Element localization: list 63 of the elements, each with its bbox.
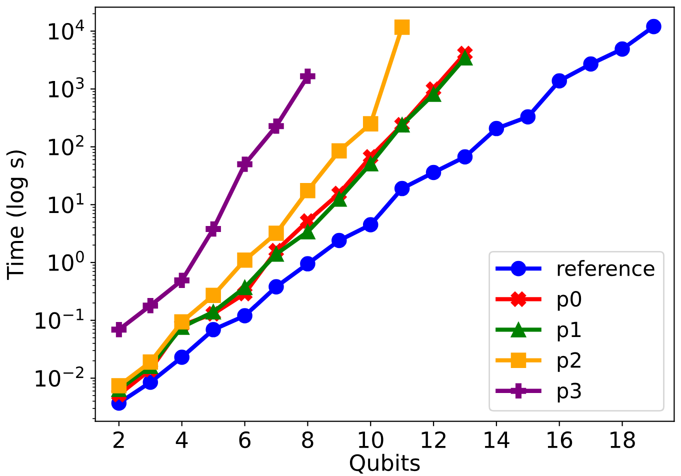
x-tick-label: 10 (358, 431, 384, 448)
y-tick-label: 10$^{4}$ (48, 20, 84, 40)
y-tick-label: 10$^{2}$ (48, 135, 84, 156)
point (268, 118, 284, 134)
x-tick-label: 4 (176, 432, 188, 448)
point (174, 272, 190, 288)
y-tick-label: 10$^{1}$ (48, 193, 84, 214)
legend-label: reference (558, 260, 654, 276)
x-tick-label: 12 (422, 431, 446, 448)
x-tick-label: 2 (113, 431, 124, 448)
point (206, 322, 221, 338)
point (142, 298, 158, 314)
point (268, 226, 284, 241)
point (174, 314, 190, 330)
y-tick-label: 10$^{3}$ (48, 77, 84, 98)
point (362, 156, 378, 172)
legend-label: p2 (558, 352, 580, 372)
point (300, 224, 316, 240)
point (237, 156, 252, 172)
point (362, 217, 378, 232)
point (488, 120, 504, 136)
x-tick-label: 14 (484, 432, 510, 448)
point (426, 86, 442, 102)
point (332, 191, 347, 207)
point (332, 232, 347, 248)
y-tick-label: 10$^{−2}$ (36, 366, 84, 387)
point (520, 109, 536, 124)
point (300, 256, 316, 272)
point (142, 374, 158, 390)
legend-label: p3 (558, 382, 581, 403)
point (426, 164, 442, 180)
point (362, 116, 378, 132)
x-axis-title: Qubits (350, 454, 420, 474)
legend-label: p1 (558, 322, 581, 342)
point (614, 41, 630, 57)
point (268, 279, 284, 294)
legend-label: p0 (558, 290, 582, 311)
point (457, 149, 473, 165)
point (394, 20, 410, 35)
point (646, 18, 662, 34)
x-tick-label: 8 (302, 431, 314, 448)
point (237, 308, 252, 324)
point (268, 246, 284, 262)
point (206, 221, 221, 237)
point (394, 180, 410, 196)
point (332, 143, 347, 159)
point (300, 182, 316, 198)
point (457, 50, 473, 66)
point (237, 280, 252, 296)
point (300, 68, 316, 84)
x-tick-label: 18 (610, 431, 635, 448)
y-tick-label: 10$^{0}$ (48, 250, 84, 272)
x-tick-label: 6 (239, 431, 250, 448)
point (583, 56, 598, 72)
point (111, 322, 127, 338)
y-tick-label: 10$^{−1}$ (36, 308, 84, 329)
y-axis-title: Time (log s) (6, 150, 28, 280)
x-tick-label: 16 (548, 431, 572, 448)
point (174, 350, 190, 365)
point (206, 288, 221, 304)
point (237, 252, 252, 268)
point (111, 378, 127, 394)
point (552, 73, 568, 89)
